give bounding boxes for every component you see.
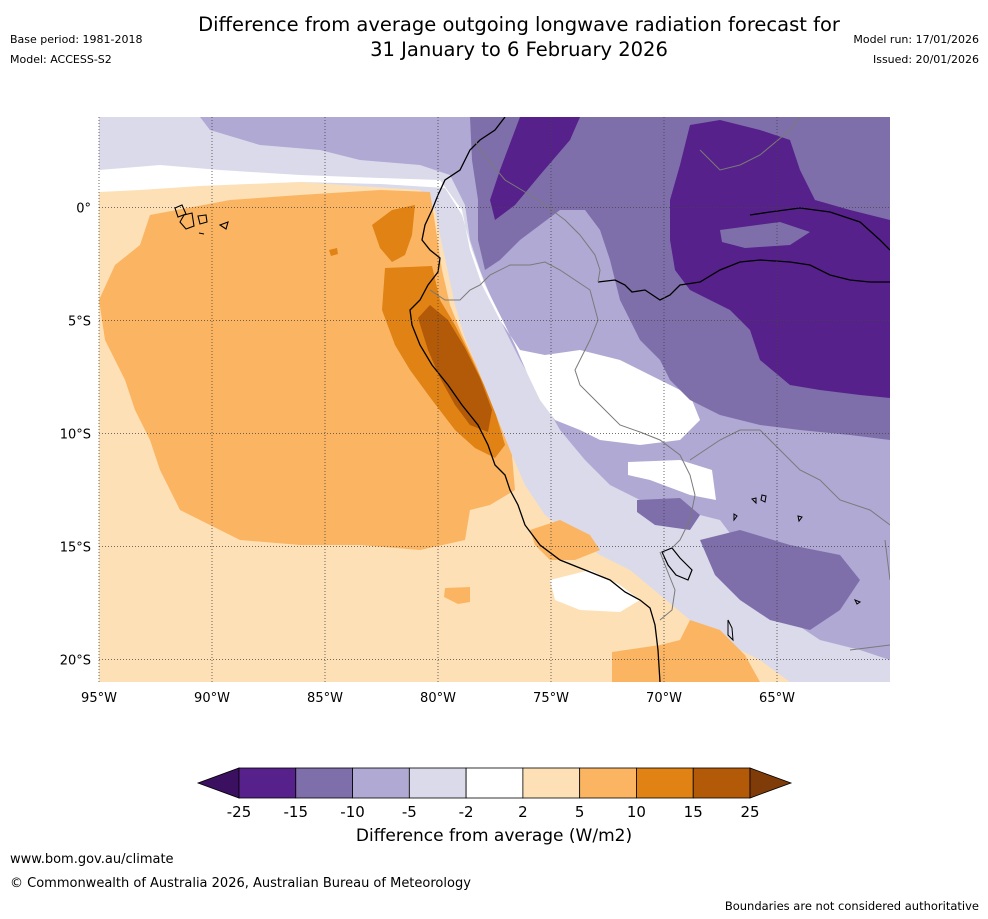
colorbar-under-arrow bbox=[196, 767, 240, 799]
small-lakes-east bbox=[727, 494, 862, 642]
coastline-amazon-lake bbox=[597, 259, 890, 301]
meta-right: Model run: 17/01/2026 Issued: 20/01/2026 bbox=[853, 30, 979, 70]
lon-label: 75°W bbox=[533, 691, 569, 706]
colorbar-tick-labels: -25 -15 -10 -5 -2 2 5 10 15 25 bbox=[227, 803, 760, 821]
anomaly-region-mid-purple-small bbox=[637, 498, 700, 530]
lon-label: 95°W bbox=[81, 691, 117, 706]
colorbar-tick-label: 15 bbox=[684, 803, 703, 821]
colorbar-tick-label: 10 bbox=[627, 803, 646, 821]
colorbar-swatch bbox=[522, 767, 581, 799]
coastline-north-river bbox=[749, 207, 890, 251]
anomaly-region-deep-purple-north bbox=[490, 117, 580, 220]
anomaly-region-deep-purple-east bbox=[670, 120, 890, 398]
colorbar-swatch bbox=[352, 767, 410, 799]
model-name: Model: ACCESS-S2 bbox=[10, 53, 112, 66]
colorbar-swatch bbox=[579, 767, 637, 799]
country-borders bbox=[429, 117, 890, 651]
colorbar-title: Difference from average (W/m2) bbox=[355, 826, 633, 846]
anomaly-region-orange-patch bbox=[444, 587, 470, 604]
boundaries bbox=[174, 117, 890, 682]
issued-date: Issued: 20/01/2026 bbox=[872, 53, 979, 66]
model-run: Model run: 17/01/2026 bbox=[853, 33, 979, 46]
gridlines bbox=[98, 117, 890, 682]
colorbar-tick-label: 2 bbox=[518, 803, 528, 821]
lon-label: 85°W bbox=[307, 691, 343, 706]
anomaly-region-dark-orange-spot bbox=[329, 248, 338, 256]
meta-left: Base period: 1981-2018 Model: ACCESS-S2 bbox=[10, 30, 142, 70]
anomaly-region-dark-orange-north bbox=[372, 205, 415, 262]
anomaly-region-white-band bbox=[99, 165, 700, 445]
copyright-notice: © Commonwealth of Australia 2026, Austra… bbox=[10, 876, 471, 891]
anomaly-region-mid-purple-south bbox=[700, 530, 860, 630]
lat-label: 15°S bbox=[60, 540, 91, 555]
map-title: Difference from average outgoing longwav… bbox=[0, 12, 988, 62]
colorbar bbox=[196, 767, 793, 799]
colorbar-swatch bbox=[295, 767, 353, 799]
colorbar-tick-label: -15 bbox=[284, 803, 309, 821]
longitude-labels: 95°W 90°W 85°W 80°W 75°W 70°W 65°W bbox=[81, 691, 795, 706]
colorbar-tick-label: 5 bbox=[575, 803, 585, 821]
colorbar-tick-label: -25 bbox=[227, 803, 252, 821]
lon-label: 65°W bbox=[759, 691, 795, 706]
colorbar-tick-label: -5 bbox=[402, 803, 417, 821]
lon-label: 90°W bbox=[194, 691, 230, 706]
colorbar-swatch bbox=[636, 767, 694, 799]
anomaly-region-mid-purple-inlay bbox=[720, 222, 810, 248]
anomaly-region-orange-altiplano bbox=[612, 620, 760, 682]
colorbar-swatch bbox=[238, 767, 297, 799]
colorbar-tick-label: -10 bbox=[340, 803, 365, 821]
coastline-south-america bbox=[409, 117, 661, 682]
anomaly-region-very-light-purple bbox=[99, 117, 890, 682]
boundary-disclaimer: Boundaries are not considered authoritat… bbox=[724, 899, 979, 913]
latitude-labels: 0° 5°S 10°S 15°S 20°S bbox=[60, 201, 91, 668]
lat-label: 20°S bbox=[60, 653, 91, 668]
colorbar-tick-label: 25 bbox=[740, 803, 759, 821]
colorbar-over-arrow bbox=[749, 767, 793, 799]
colorbar-swatch bbox=[692, 767, 751, 799]
anomaly-region-white-patch-south bbox=[550, 570, 640, 612]
colorbar-swatch bbox=[465, 767, 524, 799]
lat-label: 0° bbox=[76, 201, 91, 216]
lon-label: 70°W bbox=[646, 691, 682, 706]
title-line-2: 31 January to 6 February 2026 bbox=[370, 38, 668, 61]
title-line-1: Difference from average outgoing longwav… bbox=[198, 13, 840, 36]
base-period: Base period: 1981-2018 bbox=[10, 33, 143, 46]
galapagos-islands bbox=[174, 204, 229, 235]
lat-label: 5°S bbox=[68, 314, 91, 329]
map-plot-area bbox=[99, 117, 890, 682]
lat-label: 10°S bbox=[60, 427, 91, 442]
colorbar-swatch bbox=[408, 767, 467, 799]
colorbar-tick-label: -2 bbox=[459, 803, 474, 821]
coastline-lake-titicaca bbox=[661, 547, 693, 581]
anomaly-region-brown bbox=[418, 305, 492, 432]
site-link[interactable]: www.bom.gov.au/climate bbox=[10, 852, 174, 867]
lon-label: 80°W bbox=[420, 691, 456, 706]
